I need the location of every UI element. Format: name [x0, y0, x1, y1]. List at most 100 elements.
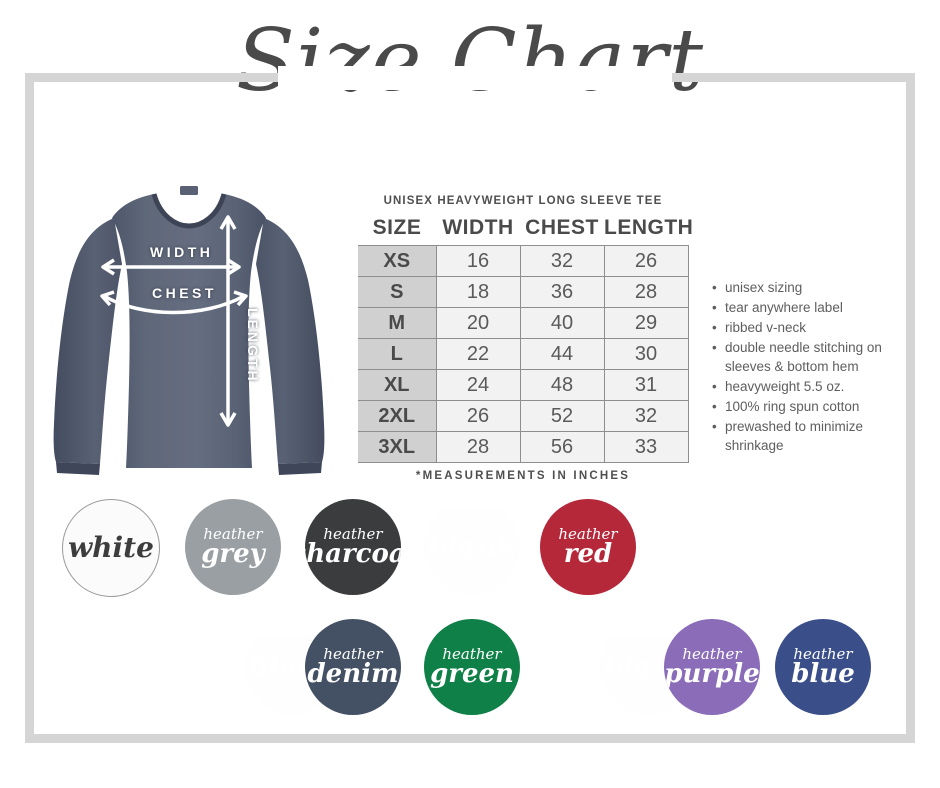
swatch-label-bottom: grey: [201, 539, 265, 569]
color-swatch-heather-purple[interactable]: heather purple: [664, 619, 760, 715]
cell-width: 16: [435, 245, 521, 277]
swatch-label-bottom: charcoal: [305, 539, 401, 569]
cell-length: 31: [603, 369, 689, 401]
color-swatch-heather-red[interactable]: heather red: [540, 499, 636, 595]
cell-chest: 48: [519, 369, 605, 401]
features-list: unisex sizingtear anywhere labelribbed v…: [712, 278, 892, 456]
shirt-left-cuff: [56, 462, 100, 475]
table-row: S 18 36 28: [358, 276, 689, 308]
table-caption: UNISEX HEAVYWEIGHT LONG SLEEVE TEE: [383, 195, 663, 207]
color-swatch-white[interactable]: white: [62, 499, 160, 597]
table-row: M 20 40 29: [358, 307, 689, 339]
cell-size: 3XL: [358, 431, 437, 463]
feature-item: double needle stitching on sleeves & bot…: [712, 338, 892, 376]
shirt-body: [112, 194, 266, 468]
swatch-label: heather grey: [201, 525, 265, 569]
color-swatch-heather-grey[interactable]: heather grey: [185, 499, 281, 595]
length-label: LENGTH: [245, 308, 261, 384]
cell-chest: 44: [519, 338, 605, 370]
shirt-neckline: [151, 193, 227, 229]
cell-width: 22: [435, 338, 521, 370]
table-header-row: SIZE WIDTH CHEST LENGTH: [358, 216, 694, 246]
size-table-block: UNISEX HEAVYWEIGHT LONG SLEEVE TEE SIZE …: [358, 195, 694, 482]
cell-width: 20: [435, 307, 521, 339]
feature-item: prewashed to minimize shrinkage: [712, 417, 892, 455]
swatch-label: heathercharcoal: [305, 525, 401, 569]
feature-item: unisex sizing: [712, 278, 892, 297]
swatch-label-top: heather: [558, 525, 618, 543]
swatch-label: white: [68, 534, 154, 562]
table-row: L 22 44 30: [358, 338, 689, 370]
cell-length: 32: [603, 400, 689, 432]
color-swatch-heather-charcoal[interactable]: heathercharcoal: [305, 499, 401, 595]
cell-chest: 52: [519, 400, 605, 432]
column-header-chest: CHEST: [525, 216, 599, 239]
swatch-label-bottom: white: [68, 531, 154, 564]
shirt-right-cuff: [278, 462, 322, 475]
swatch-label-top: heather: [442, 645, 502, 663]
shirt-tag: [180, 186, 198, 195]
swatch-label: heather denim: [307, 645, 399, 689]
feature-item: 100% ring spun cotton: [712, 397, 892, 416]
cell-width: 28: [435, 431, 521, 463]
feature-item: tear anywhere label: [712, 298, 892, 317]
cell-size: XS: [358, 245, 437, 277]
chest-label: CHEST: [152, 285, 217, 301]
page-title: Size Chart: [235, 11, 705, 111]
swatch-label-bottom: purple: [664, 659, 760, 689]
swatch-label-top: heather: [323, 525, 383, 543]
cell-chest: 32: [519, 245, 605, 277]
column-header-length: LENGTH: [604, 216, 694, 239]
cell-size: M: [358, 307, 437, 339]
cell-chest: 56: [519, 431, 605, 463]
swatch-label: heather purple: [664, 645, 760, 689]
swatch-label-top: heather: [793, 645, 853, 663]
swatch-label-bottom: red: [563, 539, 613, 569]
cell-size: XL: [358, 369, 437, 401]
length-arrow: [219, 215, 237, 427]
column-header-size: SIZE: [372, 216, 422, 239]
swatch-label: heather red: [558, 525, 618, 569]
swatch-label-top: heather: [203, 525, 263, 543]
cell-length: 26: [603, 245, 689, 277]
color-swatch-heather-green[interactable]: heather green: [424, 619, 520, 715]
cell-length: 29: [603, 307, 689, 339]
color-swatch-ghost-1[interactable]: blank: [424, 499, 520, 595]
swatch-label-bottom: green: [430, 659, 514, 689]
swatch-label-top: heather: [682, 645, 742, 663]
cell-width: 18: [435, 276, 521, 308]
table-row: 3XL 28 56 33: [358, 431, 689, 463]
table-footnote: *MEASUREMENTS IN INCHES: [415, 470, 631, 482]
cell-size: 2XL: [358, 400, 437, 432]
cell-width: 26: [435, 400, 521, 432]
cell-chest: 36: [519, 276, 605, 308]
table-row: XS 16 32 26: [358, 245, 689, 277]
swatch-label-bottom: denim: [307, 659, 399, 689]
table-row: XL 24 48 31: [358, 369, 689, 401]
feature-item: heavyweight 5.5 oz.: [712, 377, 892, 396]
swatch-label-bottom: blank: [428, 533, 516, 561]
cell-length: 28: [603, 276, 689, 308]
feature-item: ribbed v-neck: [712, 318, 892, 337]
color-swatch-heather-blue[interactable]: heather blue: [775, 619, 871, 715]
width-arrow: [101, 258, 241, 276]
column-header-width: WIDTH: [442, 216, 514, 239]
shirt-left-sleeve: [53, 218, 122, 464]
cell-chest: 40: [519, 307, 605, 339]
swatch-label: blank: [428, 533, 516, 561]
shirt-right-sleeve: [256, 218, 325, 464]
swatch-label-bottom: blue: [791, 659, 855, 689]
cell-width: 24: [435, 369, 521, 401]
width-label: WIDTH: [150, 244, 214, 260]
frame-title-gap: [278, 66, 672, 90]
shirt-illustration: WIDTH CHEST LENGTH: [42, 172, 334, 484]
cell-length: 33: [603, 431, 689, 463]
swatch-label-top: heather: [323, 645, 383, 663]
cell-size: L: [358, 338, 437, 370]
table-row: 2XL 26 52 32: [358, 400, 689, 432]
size-table: SIZE WIDTH CHEST LENGTH XS 16 32 26 S 18 36 28 M…: [358, 216, 694, 463]
shirt-collar-inner: [154, 185, 224, 226]
color-swatch-heather-denim[interactable]: heather denim: [305, 619, 401, 715]
swatch-label: heather blue: [791, 645, 855, 689]
swatch-label: heather green: [430, 645, 514, 689]
